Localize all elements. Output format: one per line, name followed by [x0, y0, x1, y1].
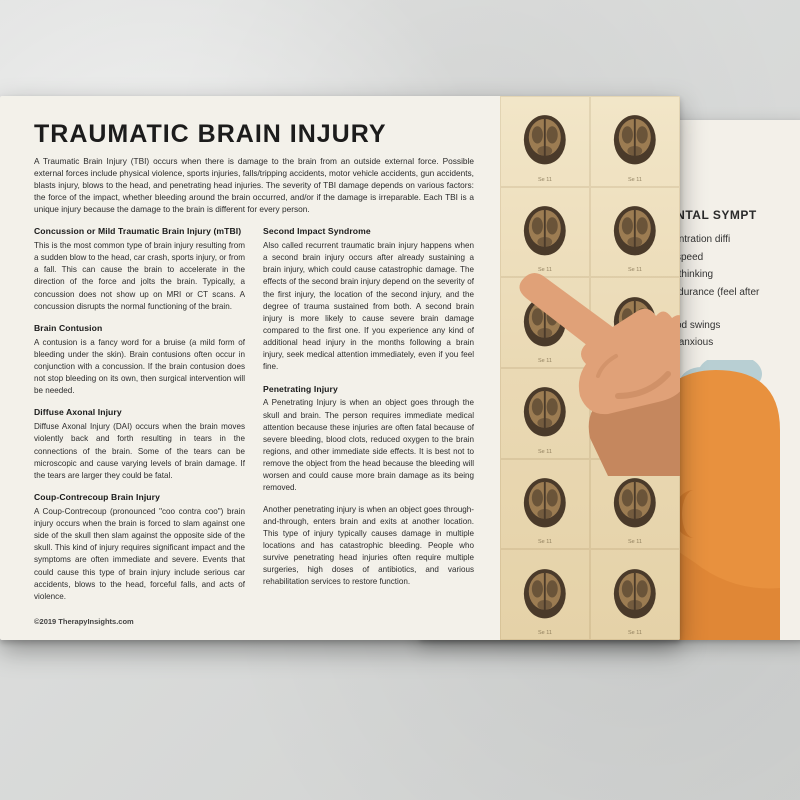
brain-scan-cell: Se 11 — [590, 368, 680, 459]
body-section: Brain Contusion A contusion is a fancy wo… — [34, 322, 245, 398]
section-heading: Penetrating Injury — [263, 383, 474, 396]
section-body: A Penetrating Injury is when an object g… — [263, 397, 474, 494]
copyright-line: ©2019 TherapyInsights.com — [34, 617, 134, 626]
intro-paragraph: A Traumatic Brain Injury (TBI) occurs wh… — [34, 155, 474, 215]
body-columns: Concussion or Mild Traumatic Brain Injur… — [34, 225, 474, 605]
page-title: TRAUMATIC BRAIN INJURY — [34, 120, 474, 149]
body-section: Penetrating InjuryA Penetrating Injury i… — [263, 383, 474, 495]
section-heading: Concussion or Mild Traumatic Brain Injur… — [34, 225, 245, 238]
section-body: A Coup-Contrecoup (pronounced "coo contr… — [34, 506, 245, 603]
front-page-card: Se 11 Se 11 Se 11 Se 11 — [0, 96, 680, 640]
brain-scan-cell: Se 11 — [590, 459, 680, 550]
brain-scan-cell: Se 11 — [500, 459, 590, 550]
section-body: Another penetrating injury is when an ob… — [263, 504, 474, 589]
section-body: Diffuse Axonal Injury (DAI) occurs when … — [34, 421, 245, 482]
body-section: Diffuse Axonal Injury Diffuse Axonal Inju… — [34, 406, 245, 482]
body-section: Another penetrating injury is when an ob… — [263, 504, 474, 589]
body-section: Coup-Contrecoup Brain Injury A Coup-Contr… — [34, 491, 245, 603]
body-section: Second Impact Syndrome Also called recurr… — [263, 225, 474, 373]
brain-scan-cell: Se 11 — [590, 277, 680, 368]
section-heading: Diffuse Axonal Injury — [34, 406, 245, 419]
section-body: This is the most common type of brain in… — [34, 240, 245, 313]
brain-scan-cell: Se 11 — [590, 187, 680, 278]
brain-scan-cell: Se 11 — [590, 96, 680, 187]
section-heading: Coup-Contrecoup Brain Injury — [34, 491, 245, 504]
brain-scan-cell: Se 11 — [500, 277, 590, 368]
brain-scan-cell: Se 11 — [500, 368, 590, 459]
brain-scan-cell: Se 11 — [500, 96, 590, 187]
section-body: Also called recurrent traumatic brain in… — [263, 240, 474, 374]
brain-scan-image-strip: Se 11 Se 11 Se 11 Se 11 — [500, 96, 680, 640]
section-body: A contusion is a fancy word for a bruise… — [34, 337, 245, 398]
brain-scan-cell: Se 11 — [500, 549, 590, 640]
brain-scan-cell: Se 11 — [500, 187, 590, 278]
brain-scan-cell: Se 11 — [590, 549, 680, 640]
body-section: Concussion or Mild Traumatic Brain Injur… — [34, 225, 245, 313]
section-heading: Brain Contusion — [34, 322, 245, 335]
section-heading: Second Impact Syndrome — [263, 225, 474, 238]
